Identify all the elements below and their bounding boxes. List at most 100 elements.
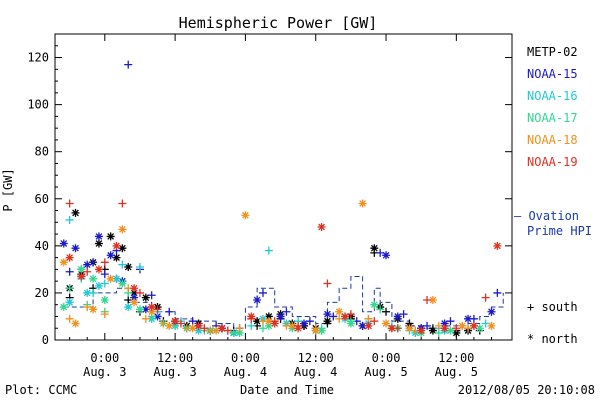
point-north-metp-02 bbox=[118, 244, 127, 253]
point-north-metp-02 bbox=[124, 263, 133, 272]
point-north-noaa-18 bbox=[311, 326, 320, 335]
point-north-noaa-15 bbox=[276, 312, 285, 321]
footer-credit: Plot: CCMC bbox=[5, 383, 77, 397]
point-south-noaa-17 bbox=[434, 328, 443, 337]
point-north-noaa-18 bbox=[428, 295, 437, 304]
point-north-noaa-17 bbox=[370, 300, 379, 309]
x-tick-date: Aug. 3 bbox=[153, 365, 196, 379]
point-south-noaa-15 bbox=[165, 307, 174, 316]
point-north-noaa-16 bbox=[65, 298, 74, 307]
point-north-noaa-15 bbox=[71, 244, 80, 253]
x-tick-date: Aug. 4 bbox=[224, 365, 267, 379]
point-south-noaa-16 bbox=[247, 321, 256, 330]
point-south-noaa-15 bbox=[65, 267, 74, 276]
point-south-noaa-16 bbox=[118, 260, 127, 269]
point-north-metp-02 bbox=[141, 293, 150, 302]
point-north-noaa-16 bbox=[83, 288, 92, 297]
point-north-noaa-17 bbox=[235, 328, 244, 337]
point-north-noaa-15 bbox=[94, 232, 103, 241]
point-south-noaa-18 bbox=[364, 314, 373, 323]
point-north-noaa-19 bbox=[217, 324, 226, 333]
point-north-noaa-16 bbox=[194, 326, 203, 335]
y-tick-label: 40 bbox=[35, 239, 49, 253]
point-south-noaa-15 bbox=[258, 288, 267, 297]
point-north-metp-02 bbox=[253, 317, 262, 326]
point-north-noaa-19 bbox=[247, 312, 256, 321]
point-north-noaa-15 bbox=[153, 312, 162, 321]
point-north-noaa-19 bbox=[294, 324, 303, 333]
point-north-noaa-18 bbox=[59, 258, 68, 267]
point-north-noaa-18 bbox=[106, 274, 115, 283]
x-tick-time: 0:00 bbox=[90, 351, 119, 365]
point-south-noaa-18 bbox=[65, 314, 74, 323]
point-north-noaa-17 bbox=[264, 321, 273, 330]
legend-noaa-17: NOAA-17 bbox=[527, 111, 578, 125]
point-north-noaa-18 bbox=[130, 298, 139, 307]
point-north-noaa-15 bbox=[440, 319, 449, 328]
point-north-metp-02 bbox=[452, 328, 461, 337]
point-north-noaa-16 bbox=[124, 303, 133, 312]
y-axis: 0 20 40 60 80 100 120 bbox=[27, 45, 512, 347]
point-north-noaa-15 bbox=[130, 293, 139, 302]
point-north-noaa-17 bbox=[135, 305, 144, 314]
point-north-metp-02 bbox=[370, 244, 379, 253]
data-points bbox=[59, 60, 502, 337]
point-south-noaa-15 bbox=[282, 307, 291, 316]
ovation-hpi-step bbox=[63, 275, 504, 329]
point-south-noaa-15 bbox=[124, 60, 133, 69]
point-north-noaa-18 bbox=[382, 319, 391, 328]
point-north-noaa-15 bbox=[358, 321, 367, 330]
y-tick-label: 100 bbox=[27, 98, 49, 112]
point-north-noaa-18 bbox=[458, 321, 467, 330]
y-tick-label: 60 bbox=[35, 192, 49, 206]
point-south-noaa-16 bbox=[65, 215, 74, 224]
point-south-noaa-19 bbox=[323, 279, 332, 288]
x-tick-time: 0:00 bbox=[231, 351, 260, 365]
x-tick-date: Aug. 5 bbox=[435, 365, 478, 379]
y-tick-label: 120 bbox=[27, 51, 49, 65]
x-tick-time: 12:00 bbox=[298, 351, 334, 365]
point-north-metp-02 bbox=[428, 326, 437, 335]
legend-noaa-15: NOAA-15 bbox=[527, 67, 578, 81]
x-tick-date: Aug. 3 bbox=[83, 365, 126, 379]
point-north-noaa-17 bbox=[475, 324, 484, 333]
point-north-noaa-18 bbox=[188, 324, 197, 333]
legend-ovation-line2: Prime HPI bbox=[527, 224, 592, 238]
point-south-noaa-19 bbox=[118, 199, 127, 208]
point-north-noaa-16 bbox=[112, 274, 121, 283]
point-north-noaa-18 bbox=[335, 307, 344, 316]
point-north-noaa-19 bbox=[493, 241, 502, 250]
point-north-metp-02 bbox=[130, 288, 139, 297]
point-north-noaa-18 bbox=[89, 305, 98, 314]
point-north-noaa-19 bbox=[171, 317, 180, 326]
point-north-noaa-17 bbox=[346, 319, 355, 328]
point-north-noaa-19 bbox=[341, 312, 350, 321]
point-south-noaa-19 bbox=[452, 324, 461, 333]
point-north-metp-02 bbox=[106, 232, 115, 241]
point-north-noaa-18 bbox=[405, 324, 414, 333]
point-north-noaa-19 bbox=[130, 284, 139, 293]
point-north-noaa-18 bbox=[118, 225, 127, 234]
point-south-noaa-19 bbox=[370, 317, 379, 326]
point-north-noaa-17 bbox=[446, 326, 455, 335]
point-north-noaa-15 bbox=[323, 310, 332, 319]
legend-noaa-19: NOAA-19 bbox=[527, 155, 578, 169]
point-south-noaa-18 bbox=[235, 324, 244, 333]
point-north-noaa-18 bbox=[241, 211, 250, 220]
ovation-hpi-line bbox=[63, 275, 504, 329]
point-north-metp-02 bbox=[94, 239, 103, 248]
x-tick-time: 12:00 bbox=[438, 351, 474, 365]
point-north-noaa-19 bbox=[94, 265, 103, 274]
point-north-noaa-15 bbox=[393, 312, 402, 321]
point-north-metp-02 bbox=[323, 317, 332, 326]
point-north-noaa-19 bbox=[317, 223, 326, 232]
point-north-noaa-15 bbox=[300, 319, 309, 328]
y-axis-label: P [GW] bbox=[1, 168, 15, 211]
point-north-noaa-18 bbox=[212, 326, 221, 335]
point-south-noaa-16 bbox=[264, 246, 273, 255]
point-north-noaa-15 bbox=[464, 314, 473, 323]
point-north-noaa-15 bbox=[487, 307, 496, 316]
point-north-noaa-19 bbox=[469, 321, 478, 330]
